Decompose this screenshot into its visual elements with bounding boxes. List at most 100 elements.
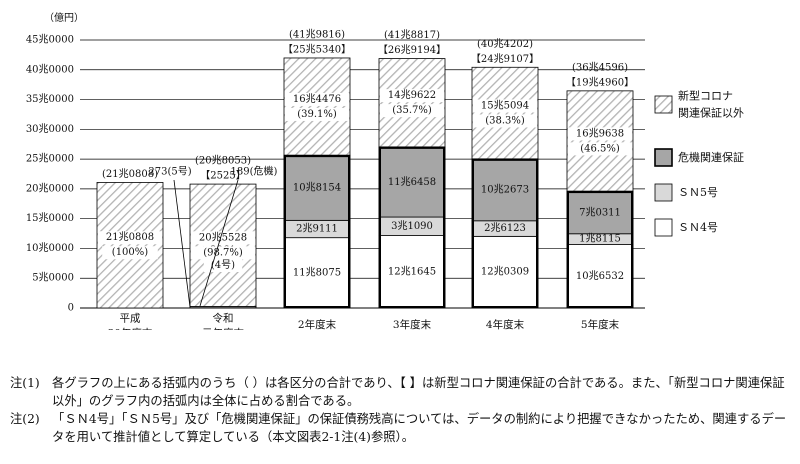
data-labels: 21兆0808(100%)(21兆0808)2061(4号)20兆5528(98…: [97, 28, 634, 308]
legend-label: 関連保証以外: [678, 106, 744, 120]
data-label-other: (100%): [112, 247, 148, 258]
bars: [96, 57, 634, 309]
footnote-number: 注(1): [10, 376, 53, 390]
data-label-sn5: 2兆9111: [296, 223, 338, 235]
footnotes: 注(1) 各グラフの上にある括弧内のうち（ ）は各区分の合計であり、【 】は新型…: [10, 374, 794, 446]
stacked-bar-chart: （億円） 0 5兆0000 10兆0000 15兆0000 20兆0000 25兆0000…: [26, 11, 744, 331]
legend-swatch-crisis: [654, 148, 673, 167]
covid-total-outline: [378, 146, 446, 309]
footnote-2: 注(2) 「ＳＮ4号」「ＳＮ5号」及び「危機関連保証」の保証債務残高については、…: [10, 410, 794, 446]
annotation-leader: [173, 179, 191, 308]
total-label: 【25兆5340】: [283, 43, 351, 55]
data-label-other-bg: [379, 89, 445, 103]
data-label-sn4: (4号): [211, 259, 235, 271]
legend-swatch-sn5: [654, 183, 673, 202]
data-label-crisis: 11兆6458: [388, 176, 436, 188]
y-tick-label: 45兆0000: [26, 34, 74, 46]
legend-swatch-other: [654, 95, 673, 114]
data-label-other-bg: [97, 231, 163, 245]
category-label: 2年度末: [298, 318, 337, 330]
gridlines: [80, 39, 645, 309]
y-tick-label: 25兆0000: [26, 153, 74, 165]
legend-label: 新型コロナ: [678, 89, 733, 103]
total-label: (20兆8053): [195, 155, 251, 167]
total-label: (40兆4202): [477, 38, 533, 50]
data-label-sn4: 10兆6532: [576, 270, 624, 282]
category-label: 令和: [213, 312, 234, 325]
data-label-sn4: 11兆8075: [293, 266, 341, 278]
data-label-other: (39.1%): [297, 109, 337, 120]
data-label-other-bg: [190, 246, 256, 260]
total-label: 【26兆9194】: [378, 44, 446, 56]
y-axis-tick-labels: 0 5兆0000 10兆0000 15兆0000 20兆0000 25兆0000 30兆00…: [26, 34, 74, 314]
data-label-other: 16兆9638: [576, 127, 624, 139]
data-label-other: 20兆5528: [199, 231, 247, 243]
total-label: 【2525】: [200, 170, 245, 182]
total-label: 【24兆9107】: [471, 53, 539, 65]
data-label-sn5: 1兆8115: [579, 233, 621, 245]
covid-total-outline: [566, 190, 634, 309]
y-tick-label: 20兆0000: [26, 182, 74, 194]
bar-segment-other: [378, 58, 446, 149]
category-label: 5年度末: [581, 318, 620, 330]
total-label: (36兆4596): [572, 61, 628, 73]
data-label-other-bg: [472, 114, 538, 128]
category-label: 30年度末: [108, 327, 153, 331]
annotation-leader: [199, 179, 239, 307]
data-label-other-bg: [190, 231, 256, 245]
covid-total-outline: [283, 154, 351, 309]
data-label-sn4: 12兆1645: [388, 265, 436, 277]
total-label: 【19兆4960】: [566, 76, 634, 88]
data-label-other-bg: [567, 127, 633, 141]
data-label-other: 14兆9622: [388, 89, 436, 101]
legend-label: ＳＮ5号: [678, 186, 718, 199]
data-label-other-bg: [284, 92, 350, 106]
legend-label: ＳＮ4号: [678, 221, 718, 234]
total-label: (41兆9816): [289, 28, 345, 40]
annotation-crisis: 189(危機): [231, 165, 278, 178]
bar-segment-other: [283, 57, 351, 157]
data-label-other: 21兆0808: [106, 231, 154, 243]
footnote-text: 各グラフの上にある括弧内のうち（ ）は各区分の合計であり、【 】は新型コロナ関連…: [52, 376, 785, 408]
data-label-other-bg: [567, 142, 633, 156]
bar-segment-other: [471, 66, 539, 161]
y-tick-label: 10兆0000: [26, 242, 74, 254]
data-label-crisis: 10兆2673: [481, 184, 529, 196]
legend-swatch-sn4: [654, 218, 673, 237]
footnote-1: 注(1) 各グラフの上にある括弧内のうち（ ）は各区分の合計であり、【 】は新型…: [10, 374, 794, 410]
bar-segment-other: [566, 90, 634, 193]
y-tick-label: 5兆0000: [32, 272, 74, 284]
footnote-number: 注(2): [10, 412, 53, 426]
total-label: (41兆8817): [384, 29, 440, 41]
data-label-other: (98.7%): [203, 247, 243, 258]
category-label: 4年度末: [486, 318, 525, 330]
y-tick-label: 35兆0000: [26, 93, 74, 105]
data-label-other: 16兆4476: [293, 93, 341, 105]
y-axis-unit-label: （億円）: [44, 11, 84, 24]
y-tick-label: 15兆0000: [26, 212, 74, 224]
x-axis-category-labels: 平成 30年度末 令和元年度末 2年度末 3年度末 4年度末 5年度末: [108, 312, 620, 331]
category-label: 元年度末: [202, 327, 244, 331]
data-label-other-bg: [472, 99, 538, 113]
legend-label: 危機関連保証: [678, 150, 744, 164]
category-label: 3年度末: [393, 318, 432, 330]
data-label-sn5: 2兆6123: [484, 222, 526, 234]
data-label-sn5: 3兆1090: [391, 220, 433, 232]
total-label: (21兆0808): [102, 168, 158, 180]
y-tick-label: 40兆0000: [26, 63, 74, 75]
y-tick-label: 0: [68, 303, 74, 314]
data-label-sn4: 12兆0309: [481, 266, 529, 278]
covid-total-outline: [471, 158, 539, 309]
bar-segment-sn4: [566, 244, 634, 309]
bar-segment-crisis: [378, 147, 446, 218]
data-label-other-bg: [284, 107, 350, 121]
data-label-other-bg: [379, 104, 445, 118]
data-label-other: 15兆5094: [481, 99, 529, 111]
data-label-crisis: 10兆8154: [293, 182, 341, 194]
bar-segment-sn4: [471, 235, 539, 309]
data-label-other-bg: [102, 246, 158, 260]
annotation-sn5: 273(5号): [148, 166, 191, 178]
data-label-other: (38.3%): [485, 115, 525, 126]
data-label-other: (46.5%): [580, 143, 620, 154]
